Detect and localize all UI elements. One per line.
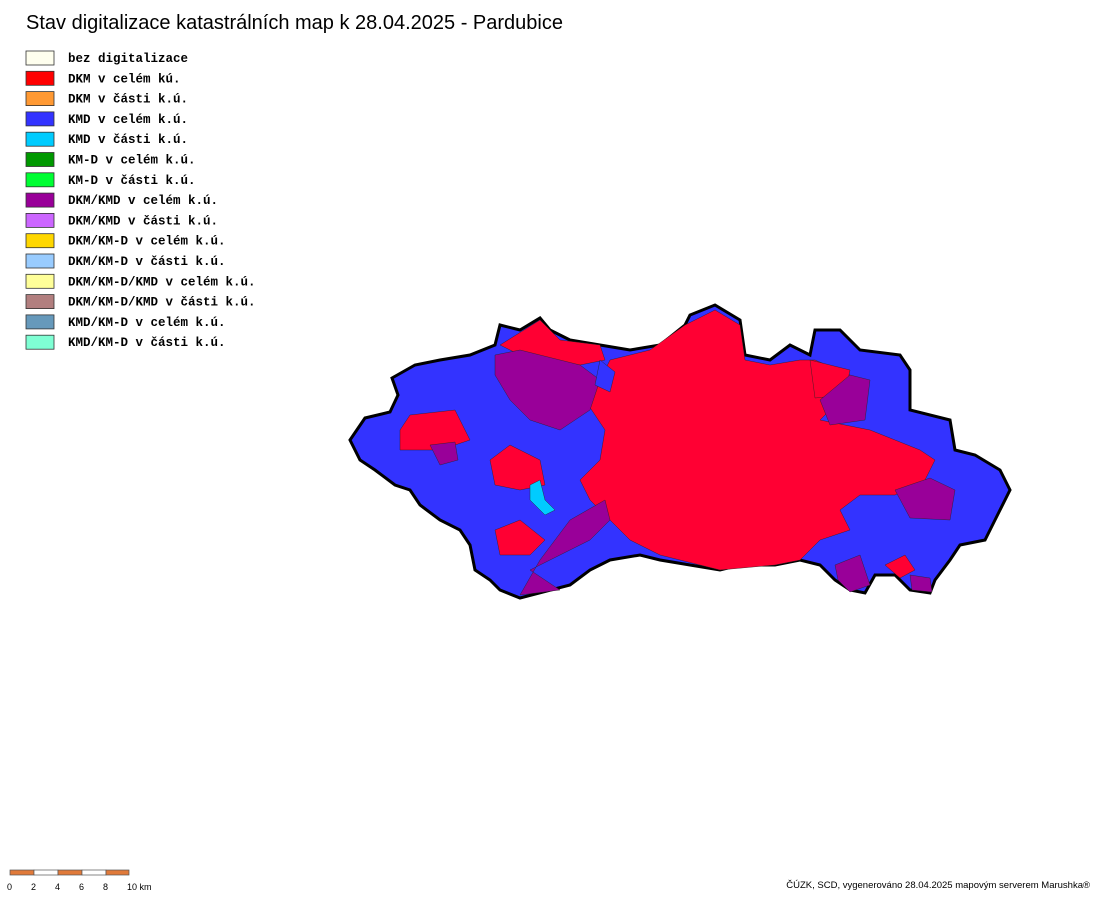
dkm-kmd-area bbox=[519, 499, 611, 596]
legend-label: bez digitalizace bbox=[68, 52, 188, 66]
footer-credit: ČÚZK, SCD, vygenerováno 28.04.2025 mapov… bbox=[786, 880, 1090, 891]
legend-label: DKM v celém kú. bbox=[68, 72, 181, 86]
scale-label: 6 bbox=[79, 882, 84, 892]
legend-label: DKM/KM-D/KMD v části k.ú. bbox=[68, 296, 256, 310]
dkm-kmd-area bbox=[909, 574, 933, 593]
scale-segment bbox=[81, 869, 107, 876]
scale-label: 4 bbox=[55, 882, 60, 892]
scale-label: 0 bbox=[7, 882, 12, 892]
scale-label: 2 bbox=[31, 882, 36, 892]
legend-swatch bbox=[25, 294, 55, 310]
legend-label: KM-D v části k.ú. bbox=[68, 174, 196, 188]
scale-segment bbox=[105, 869, 130, 876]
legend-swatch bbox=[25, 314, 55, 330]
scale-label: 10 km bbox=[127, 882, 152, 892]
legend-swatch bbox=[25, 91, 55, 106]
legend-swatch bbox=[25, 50, 55, 66]
legend-label: KMD v části k.ú. bbox=[68, 133, 188, 147]
map-title: Stav digitalizace katastrálních map k 28… bbox=[26, 12, 563, 34]
legend-label: KMD/KM-D v celém k.ú. bbox=[68, 316, 226, 330]
scale-segment bbox=[33, 869, 59, 876]
legend-label: KMD v celém k.ú. bbox=[68, 113, 188, 127]
legend-swatch bbox=[25, 152, 55, 167]
kmd-part-area bbox=[529, 479, 556, 516]
legend-label: KMD/KM-D v části k.ú. bbox=[68, 336, 226, 350]
dkm-area bbox=[489, 444, 546, 491]
legend-swatch bbox=[25, 233, 55, 249]
dkm-area bbox=[884, 554, 916, 579]
legend-label: DKM/KM-D/KMD v celém k.ú. bbox=[68, 275, 256, 289]
dkm-kmd-area bbox=[834, 554, 871, 593]
legend-swatch bbox=[25, 212, 55, 228]
legend-swatch bbox=[25, 172, 55, 188]
legend-swatch bbox=[25, 334, 55, 350]
legend-label: DKM/KM-D v celém k.ú. bbox=[68, 235, 226, 249]
dkm-kmd-area bbox=[429, 441, 459, 466]
scale-bar: 0 2 4 6 8 10 km bbox=[7, 869, 152, 892]
legend-swatch bbox=[25, 70, 55, 86]
scale-segment bbox=[57, 869, 83, 876]
legend-swatch bbox=[25, 131, 55, 147]
legend-swatch bbox=[25, 273, 55, 289]
kmd-area bbox=[594, 359, 616, 393]
legend-swatch bbox=[25, 192, 55, 208]
legend-swatch bbox=[25, 253, 55, 269]
dkm-kmd-area bbox=[494, 349, 601, 431]
dkm-kmd-area bbox=[894, 477, 956, 521]
scale-segment bbox=[9, 869, 35, 876]
legend: bez digitalizace DKM v celém kú. DKM v čás… bbox=[25, 50, 256, 350]
legend-label: KM-D v celém k.ú. bbox=[68, 154, 196, 168]
map-area bbox=[348, 303, 1012, 600]
legend-swatch bbox=[25, 111, 55, 127]
legend-label: DKM v části k.ú. bbox=[68, 93, 188, 107]
legend-label: DKM/KMD v celém k.ú. bbox=[68, 194, 218, 208]
dkm-kmd-area bbox=[819, 374, 871, 426]
legend-label: DKM/KM-D v části k.ú. bbox=[68, 255, 226, 269]
scale-label: 8 bbox=[103, 882, 108, 892]
dkm-area bbox=[494, 519, 546, 556]
dkm-area bbox=[399, 409, 471, 451]
legend-label: DKM/KMD v části k.ú. bbox=[68, 214, 218, 228]
